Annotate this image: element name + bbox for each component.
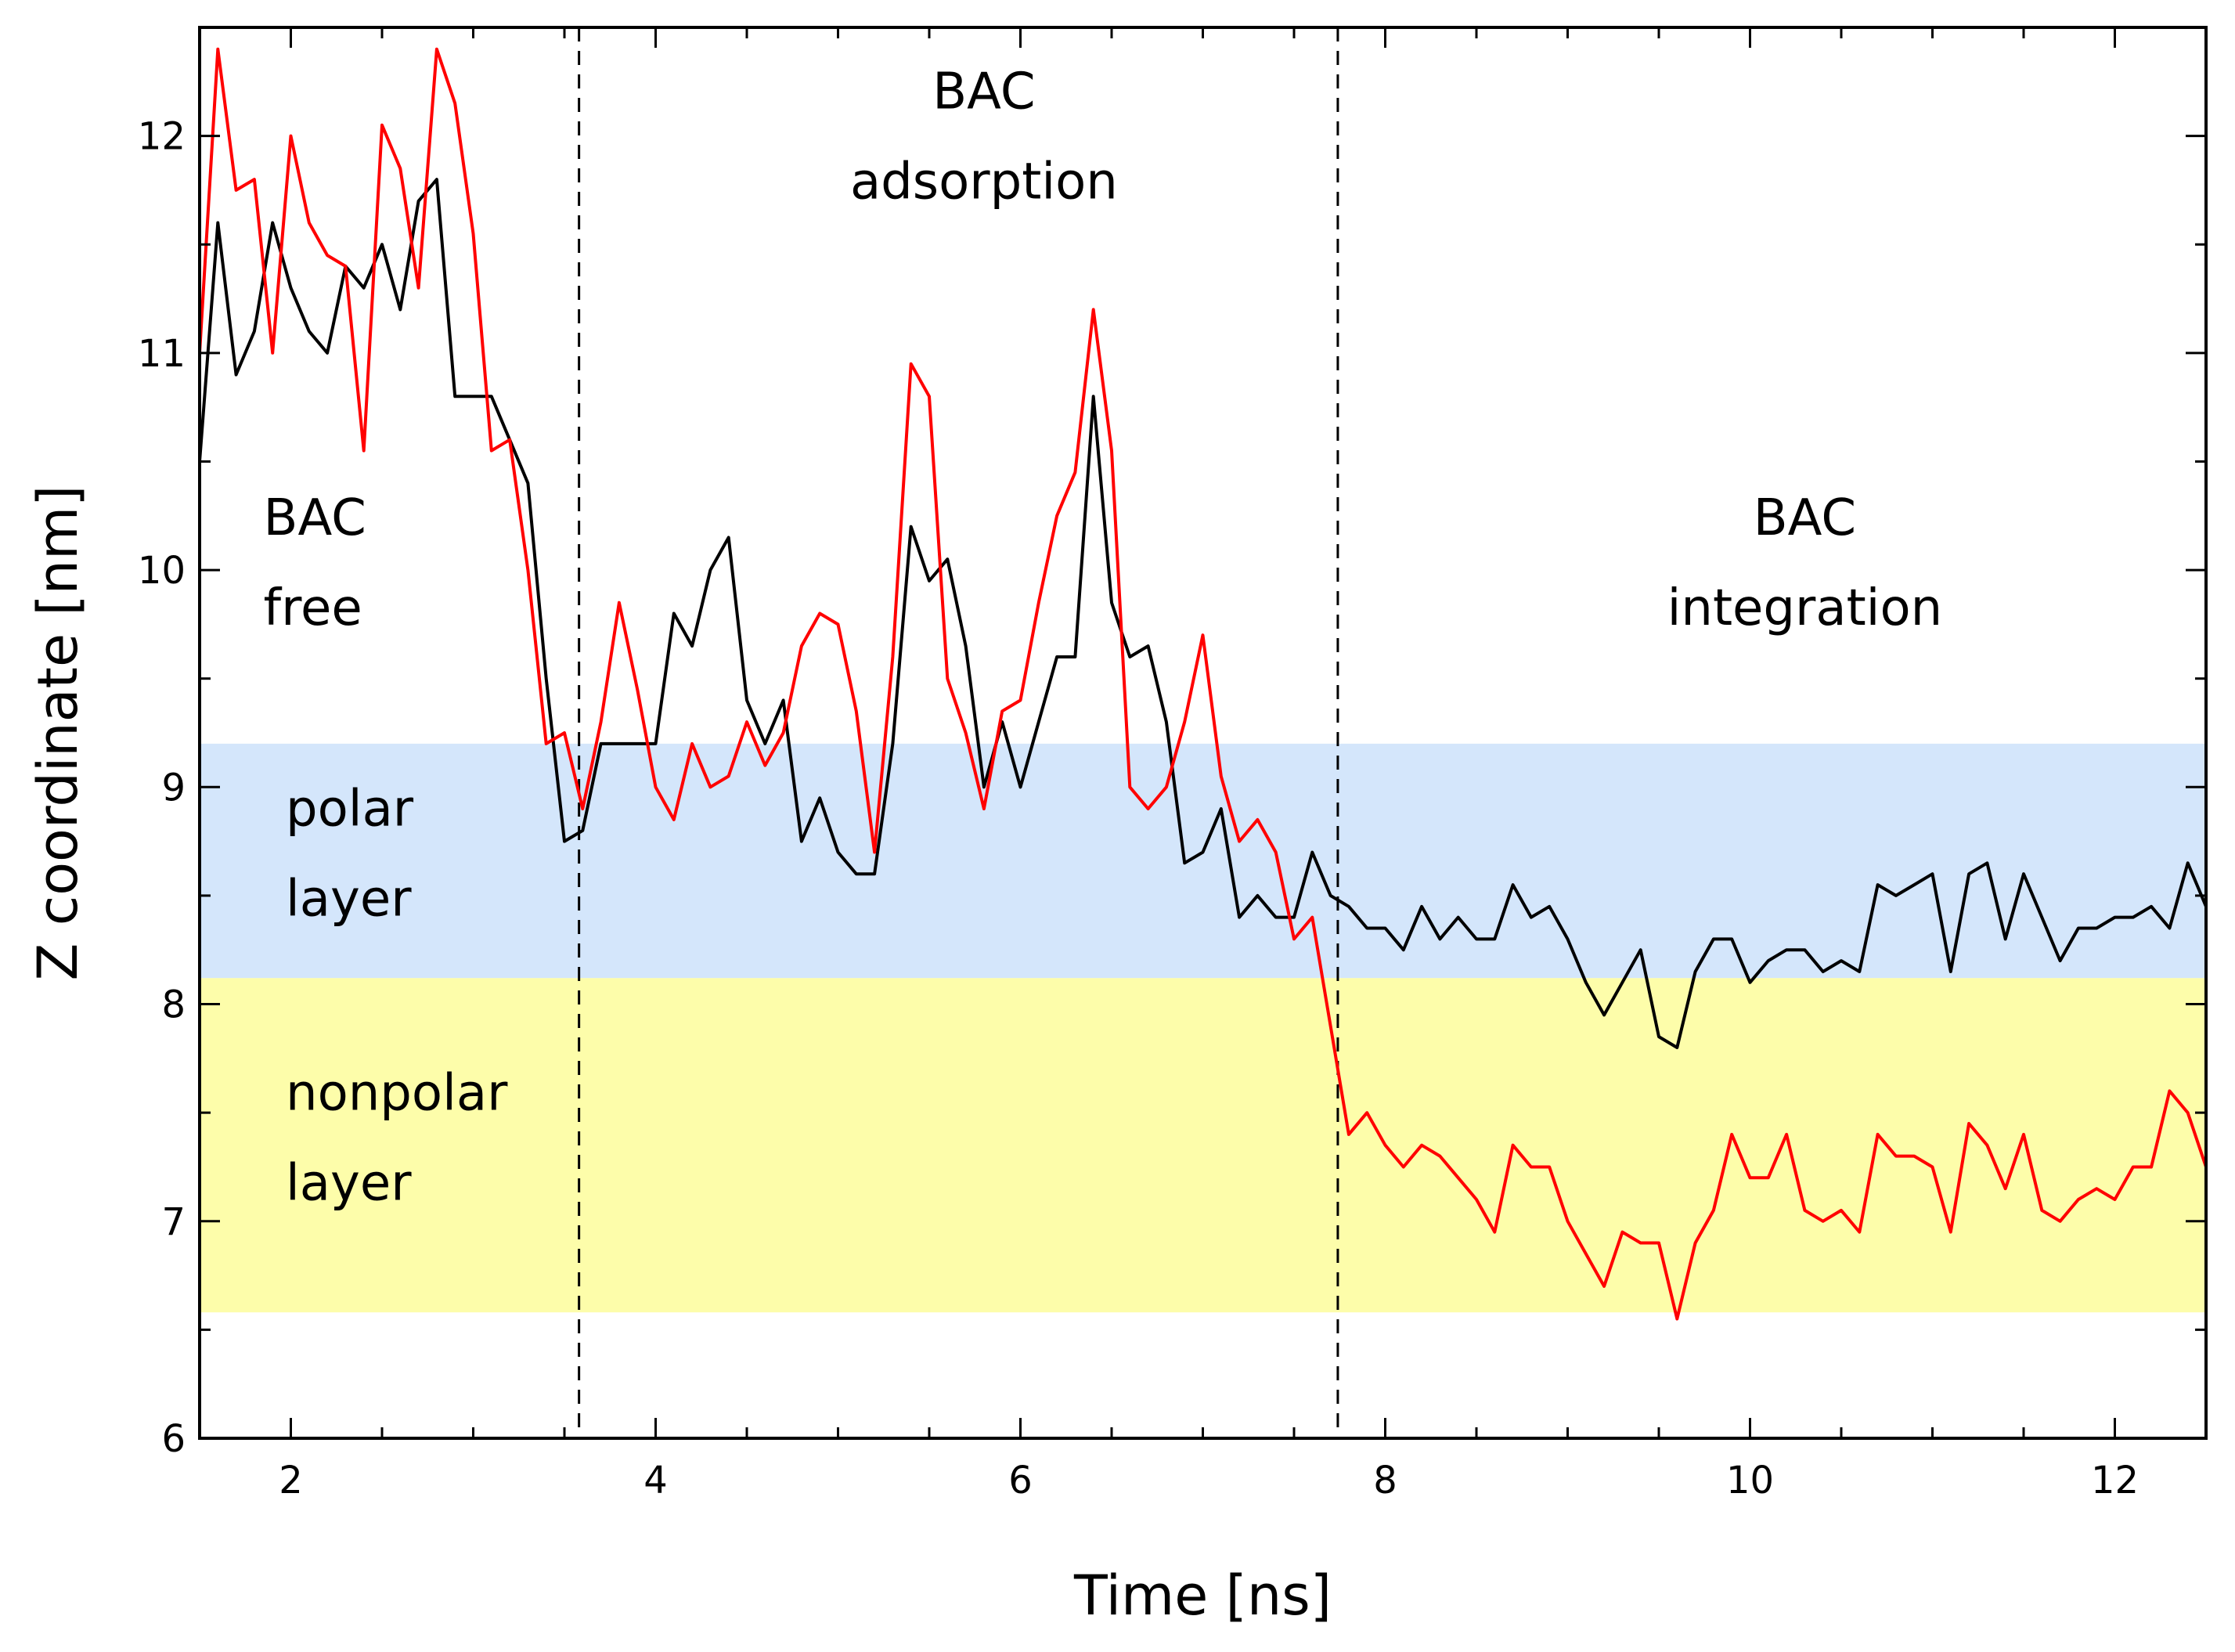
x-tick-label: 8 [1373, 1459, 1397, 1502]
band-label-0-1: layer [286, 871, 412, 929]
band-0 [200, 743, 2206, 979]
annotations: polar layer nonpolar layer BAC free BAC adsorpt… [264, 63, 1943, 1213]
band-label-1-1: layer [286, 1155, 412, 1213]
band-1 [200, 978, 2206, 1313]
axis-ticks: 2 4 6 8 10 12 6 7 8 9 10 11 12 [138, 26, 2208, 1502]
y-tick-label: 9 [161, 766, 186, 810]
x-tick-label: 12 [2091, 1459, 2139, 1502]
phase-label-2-0: BAC [1754, 489, 1856, 547]
phase-dividers [578, 27, 1339, 1438]
x-tick-label: 10 [1726, 1459, 1774, 1502]
y-tick-label: 12 [138, 115, 186, 159]
y-tick-label: 7 [161, 1200, 186, 1244]
x-axis-title: Time [ns] [1073, 1564, 1332, 1628]
phase-label-1-0: BAC [932, 63, 1035, 121]
x-tick-label: 4 [643, 1459, 668, 1502]
series-line-1 [198, 47, 2208, 1321]
y-tick-label: 8 [161, 983, 186, 1027]
band-label-1-0: nonpolar [286, 1065, 508, 1123]
phase-label-0-1: free [264, 579, 362, 637]
y-tick-label: 6 [161, 1417, 186, 1461]
series-lines [198, 47, 2208, 1321]
x-tick-label: 2 [279, 1459, 303, 1502]
series-line-0 [198, 178, 2208, 1049]
layer-bands [200, 743, 2206, 1313]
phase-label-0-0: BAC [264, 489, 366, 547]
y-tick-label: 10 [138, 549, 186, 593]
y-axis-title: Z coordinate [nm] [26, 485, 90, 981]
phase-label-1-1: adsorption [850, 153, 1118, 211]
phase-label-2-1: integration [1667, 579, 1943, 637]
y-tick-label: 11 [138, 332, 186, 376]
band-label-0-0: polar [286, 781, 414, 839]
x-tick-label: 6 [1008, 1459, 1033, 1502]
